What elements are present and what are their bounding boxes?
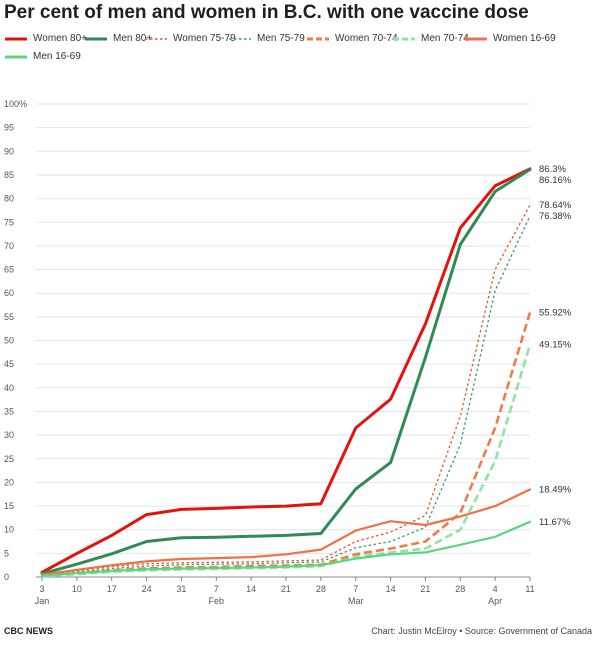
y-tick-label: 40 bbox=[4, 383, 14, 393]
y-tick-label: 90 bbox=[4, 146, 14, 156]
x-tick-label: 21 bbox=[281, 584, 291, 594]
x-month-label: Feb bbox=[209, 596, 225, 606]
y-tick-label: 5 bbox=[4, 548, 9, 558]
x-tick-label: 11 bbox=[525, 584, 534, 594]
y-tick-label: 85 bbox=[4, 170, 14, 180]
legend-label: Men 16-69 bbox=[33, 51, 81, 62]
series-line-women-16-69 bbox=[40, 488, 532, 576]
x-tick-label: 4 bbox=[493, 584, 498, 594]
series-line-men-75-79 bbox=[41, 215, 531, 576]
y-tick-label: 95 bbox=[4, 123, 14, 133]
y-tick-label: 0 bbox=[4, 572, 9, 582]
chart-title: Per cent of men and women in B.C. with o… bbox=[4, 2, 529, 23]
x-month-label: Mar bbox=[348, 596, 364, 606]
series-line-men-80- bbox=[40, 168, 532, 576]
legend-label: Men 80+ bbox=[113, 33, 153, 44]
y-tick-label: 75 bbox=[4, 217, 14, 227]
series-line-men-16-69 bbox=[40, 520, 532, 577]
x-tick-label: 17 bbox=[107, 584, 117, 594]
x-month-label: Jan bbox=[35, 596, 50, 606]
x-month-label: Apr bbox=[488, 596, 502, 606]
end-value-label: 55.92% bbox=[539, 307, 572, 318]
y-tick-label: 60 bbox=[4, 288, 14, 298]
legend-swatch bbox=[5, 37, 27, 41]
y-tick-label: 20 bbox=[4, 477, 14, 487]
x-tick-label: 10 bbox=[72, 584, 82, 594]
x-tick-label: 24 bbox=[142, 584, 152, 594]
legend-swatch bbox=[229, 38, 251, 40]
legend-swatch bbox=[307, 37, 329, 41]
gridlines bbox=[36, 103, 530, 578]
end-value-label: 18.49% bbox=[539, 485, 572, 496]
y-tick-label: 35 bbox=[4, 406, 14, 416]
line-chart: 0 5 10 15 20 25 30 35 40 45 50 55 60 65 70 75 80 85 90 95 10… bbox=[4, 99, 572, 606]
end-value-label: 76.38% bbox=[539, 211, 572, 222]
y-tick-label: 30 bbox=[4, 430, 14, 440]
end-value-label: 78.64% bbox=[539, 200, 572, 211]
legend-label: Women 75-79 bbox=[173, 33, 236, 44]
legend-swatch bbox=[145, 38, 167, 40]
x-tick-label: 31 bbox=[176, 584, 186, 594]
x-tick-label: 21 bbox=[420, 584, 430, 594]
source-credit: Chart: Justin McElroy • Source: Governme… bbox=[371, 626, 592, 636]
legend-label: Women 70-74 bbox=[335, 33, 398, 44]
legend-label: Women 80+ bbox=[33, 33, 88, 44]
y-tick-label: 15 bbox=[4, 501, 14, 511]
series-line-men-70-74 bbox=[41, 344, 532, 578]
y-tick-label: 50 bbox=[4, 336, 14, 346]
y-tick-label: 100% bbox=[4, 99, 27, 109]
y-tick-label: 10 bbox=[4, 525, 14, 535]
y-tick-label: 80 bbox=[4, 194, 14, 204]
x-tick-label: 7 bbox=[353, 584, 358, 594]
x-tick-label: 14 bbox=[386, 584, 396, 594]
x-tick-label: 28 bbox=[455, 584, 465, 594]
series-lines bbox=[40, 167, 532, 578]
y-tick-label: 70 bbox=[4, 241, 14, 251]
y-tick-label: 25 bbox=[4, 454, 14, 464]
legend-swatch bbox=[85, 37, 107, 41]
legend-label: Women 16-69 bbox=[493, 33, 556, 44]
end-value-label: 11.67% bbox=[539, 517, 571, 528]
x-tick-label: 7 bbox=[214, 584, 219, 594]
end-value-label: 86.16% bbox=[539, 175, 572, 186]
legend-swatch bbox=[465, 37, 487, 41]
end-labels: 86.3%86.16% 78.64%76.38% 55.92% 49.15% 18.49… bbox=[539, 164, 572, 528]
y-tick-label: 65 bbox=[4, 265, 14, 275]
x-tick-label: 28 bbox=[316, 584, 326, 594]
y-tick-label: 45 bbox=[4, 359, 14, 369]
legend-label: Men 70-74 bbox=[421, 33, 469, 44]
series-line-women-75-79 bbox=[41, 204, 531, 575]
series-line-women-80- bbox=[40, 167, 532, 574]
end-value-label: 86.3% bbox=[539, 164, 566, 175]
legend-label: Men 75-79 bbox=[257, 33, 305, 44]
publisher-credit: CBC NEWS bbox=[4, 626, 53, 636]
legend-swatch bbox=[5, 55, 27, 59]
end-value-label: 49.15% bbox=[539, 340, 572, 351]
y-tick-label: 55 bbox=[4, 312, 14, 322]
x-tick-label: 14 bbox=[246, 584, 256, 594]
legend-swatch bbox=[393, 37, 415, 41]
axes: 0 5 10 15 20 25 30 35 40 45 50 55 60 65 70 75 80 85 90 95 10… bbox=[4, 99, 535, 606]
x-tick-label: 3 bbox=[39, 584, 44, 594]
